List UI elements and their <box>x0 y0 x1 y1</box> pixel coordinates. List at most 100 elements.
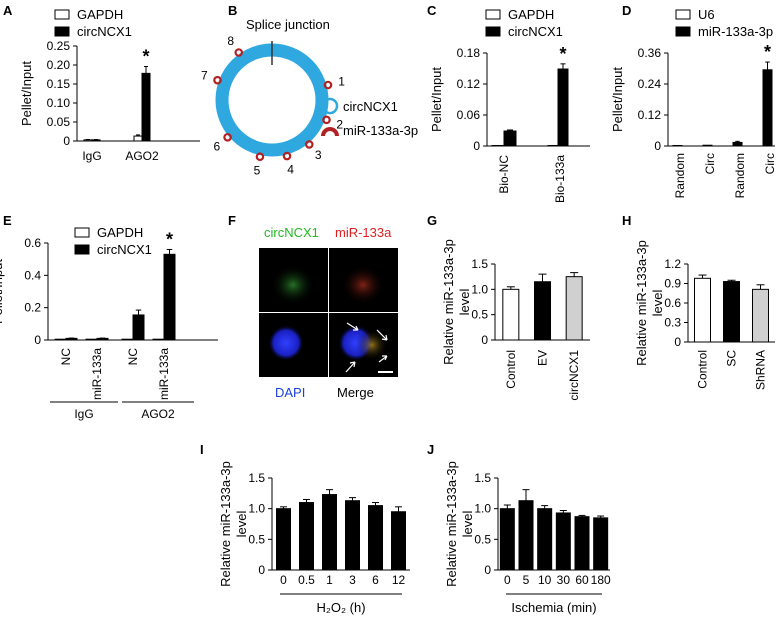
y-tick-label: 0.25 <box>47 39 71 53</box>
x-tick-label: Control <box>504 350 518 389</box>
x-tick-label: Control <box>696 350 710 389</box>
bar <box>547 144 559 147</box>
mirna-site <box>213 75 222 85</box>
panel-letter-g: G <box>427 213 437 228</box>
y-tick-label: 0.6 <box>664 296 681 310</box>
red-signal <box>341 265 385 305</box>
bar <box>702 144 713 147</box>
mirna-legend-label: miR-133a-3p <box>343 123 418 138</box>
y-axis-label: Pellet/Input <box>0 259 5 324</box>
mir133a-channel-label: miR-133a <box>335 225 392 240</box>
bar <box>723 281 740 343</box>
mirna-site <box>322 115 331 125</box>
bar <box>732 141 743 147</box>
y-tick-label: 0.5 <box>471 308 488 322</box>
bar <box>574 516 590 571</box>
x-tick-label: 180 <box>591 573 611 587</box>
bar <box>518 500 534 571</box>
panel-letter-e: E <box>3 213 12 228</box>
panel-letter-j: J <box>427 442 434 457</box>
group-label: AGO2 <box>141 407 175 421</box>
y-tick-label: 1.5 <box>248 471 265 485</box>
y-tick-label: 0 <box>34 333 41 347</box>
x-tick-label: miR-133a <box>157 348 171 400</box>
y-tick-label: 0.12 <box>638 108 662 122</box>
x-tick-label: Circ <box>763 153 777 174</box>
bar <box>85 338 98 341</box>
bar <box>368 505 383 571</box>
bar <box>503 130 517 147</box>
x-tick-label: Bio-133a <box>553 155 567 203</box>
y-axis-label: Pellet/Input <box>429 67 444 132</box>
x-tick-label: 6 <box>372 573 379 587</box>
chart-a: 0 0.05 0.10 0.15 0.20 0.25 Pellet/Input IgG * AGO… <box>19 7 200 163</box>
bar <box>299 502 314 571</box>
legend-swatch <box>74 227 90 238</box>
bar <box>163 253 176 341</box>
legend-swatch <box>54 9 70 20</box>
y-axis-label: Pellet/Input <box>19 61 34 126</box>
bar <box>555 512 571 571</box>
bar <box>534 281 551 341</box>
x-tick-label: AGO2 <box>125 149 159 163</box>
legend-label: miR-133a-3p <box>698 24 773 39</box>
legend-label: GAPDH <box>97 225 143 240</box>
legend-swatch <box>485 9 501 20</box>
circnc1-legend-icon <box>321 97 339 115</box>
legend-swatch <box>54 26 70 37</box>
x-tick-label: NC <box>59 348 73 366</box>
binding-site-numbers: 1 2 3 4 5 6 7 8 <box>201 34 345 177</box>
panel-letter-i: I <box>200 442 204 457</box>
legend-label: circNCX1 <box>97 242 152 257</box>
y-tick-label: 0 <box>481 333 488 347</box>
bar <box>152 338 165 341</box>
y-axis-label: level <box>457 289 472 316</box>
x-tick-label: 3 <box>349 573 356 587</box>
legend-label: circNCX1 <box>508 24 563 39</box>
y-tick-label: 0 <box>63 134 70 148</box>
mirna-site <box>304 140 314 149</box>
x-axis-label: H₂O₂ (h) <box>316 600 365 615</box>
significance-star: * <box>142 47 149 67</box>
x-tick-label: 1 <box>326 573 333 587</box>
legend-label: GAPDH <box>77 7 123 22</box>
legend-swatch <box>74 244 90 255</box>
significance-star: * <box>764 42 771 62</box>
panel-letter-a: A <box>3 3 13 18</box>
chart-e: 0 0.2 0.4 0.6 Pellet/Input NC miR-133a NC * miR-1… <box>0 225 218 421</box>
y-tick-label: 1.5 <box>471 257 488 271</box>
mirna-site <box>255 152 265 162</box>
merge-label: Merge <box>337 385 374 400</box>
x-tick-label: Bio-NC <box>497 155 511 194</box>
x-tick-label: Random <box>673 153 687 198</box>
site-number: 5 <box>254 163 261 177</box>
y-tick-label: 0.5 <box>474 532 491 546</box>
significance-star: * <box>166 229 173 249</box>
panel-letter-d: D <box>622 3 631 18</box>
x-tick-label: 12 <box>392 573 406 587</box>
x-tick-label: Random <box>733 153 747 198</box>
y-tick-label: 0 <box>674 335 681 349</box>
colocalization-arrows <box>345 322 388 373</box>
chart-g: 0 0.5 1.0 1.5 Relative miR-133a-3p level Contr… <box>441 239 590 401</box>
y-tick-label: 0.05 <box>47 115 71 129</box>
x-tick-label: 30 <box>557 573 571 587</box>
mirna-legend-icon <box>321 127 339 137</box>
fish-micrograph: circNCX1 miR-133a DAPI Merge <box>259 225 398 400</box>
y-axis-label: Relative miR-133a-3p <box>634 240 649 366</box>
y-tick-label: 0 <box>258 563 265 577</box>
bar <box>276 508 291 571</box>
bar <box>132 314 145 341</box>
x-tick-label: 0 <box>280 573 287 587</box>
y-axis-label: level <box>650 290 665 317</box>
y-tick-label: 0.24 <box>638 77 662 91</box>
legend-swatch <box>675 26 691 37</box>
y-tick-label: 1.0 <box>248 502 265 516</box>
x-tick-label: IgG <box>82 149 101 163</box>
y-tick-label: 0.3 <box>664 316 681 330</box>
chart-h: 0 0.3 0.6 0.9 1.2 Relative miR-133a-3p level Co… <box>634 240 775 390</box>
x-axis-label: Ischemia (min) <box>511 600 596 615</box>
bar <box>752 288 769 343</box>
